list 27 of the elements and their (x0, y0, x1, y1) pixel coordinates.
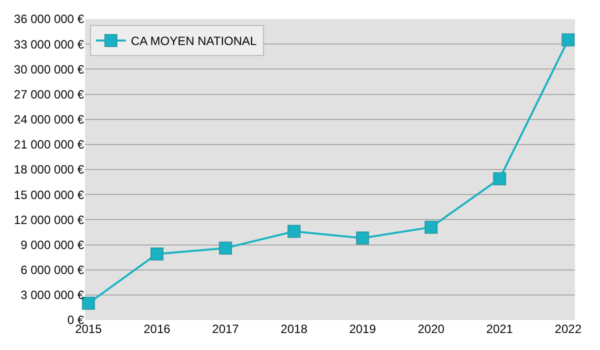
x-tick-label: 2022 (554, 322, 582, 336)
y-tick-label: 30 000 000 € (14, 62, 84, 76)
y-tick-label: 9 000 000 € (20, 238, 84, 252)
point (493, 172, 506, 186)
y-tick-label: 36 000 000 € (14, 12, 84, 26)
point (424, 220, 438, 234)
y-tick-label: 27 000 000 € (14, 87, 84, 102)
point (562, 33, 575, 46)
point (288, 224, 301, 238)
y-tick-label: 24 000 000 € (14, 112, 84, 127)
y-tick-label: 18 000 000 € (14, 162, 84, 177)
y-tick-label: 6 000 000 € (20, 263, 84, 278)
x-tick-label: 2021 (486, 322, 514, 336)
y-tick-label: 12 000 000 € (14, 212, 84, 227)
x-tick-label: 2018 (280, 322, 308, 336)
point (356, 232, 370, 245)
y-tick-label: 15 000 000 € (14, 188, 84, 202)
x-tick-label: 2016 (144, 322, 171, 336)
point (218, 242, 232, 255)
point (150, 247, 164, 260)
legend-label: CA MOYEN NATIONAL (130, 34, 258, 48)
x-tick-label: 2019 (349, 322, 376, 336)
x-tick-label: 2017 (212, 322, 240, 336)
y-tick-label: 3 000 000 € (20, 288, 84, 302)
x-tick-label: 2020 (418, 322, 445, 336)
y-tick-label: 33 000 000 € (14, 37, 84, 52)
y-tick-label: 21 000 000 € (14, 138, 84, 152)
